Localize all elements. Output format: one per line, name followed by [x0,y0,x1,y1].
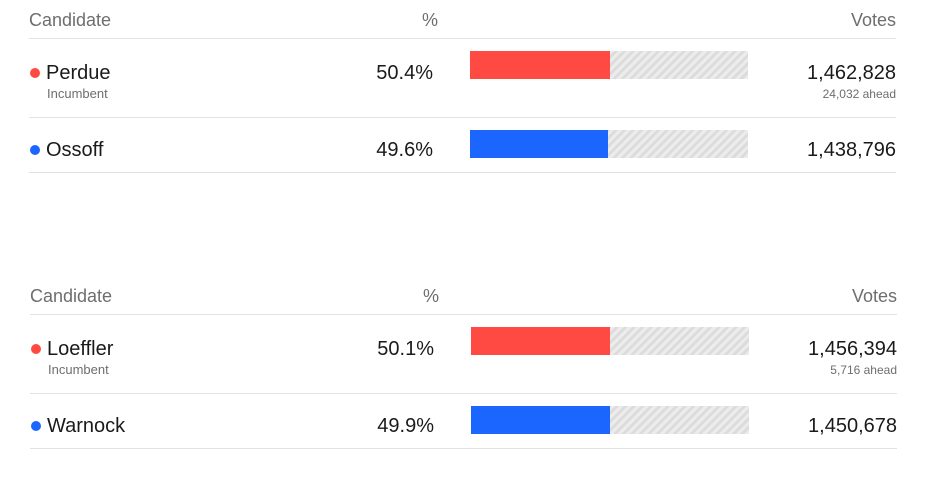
vote-count: 1,438,796 [807,139,896,161]
candidate-name: Warnock [47,415,126,437]
vote-percent: 50.1% [377,338,434,360]
header-percent: % [423,286,440,306]
party-dot-icon [30,68,40,78]
lead-margin: 24,032 ahead [822,87,896,101]
vote-bar [470,51,748,79]
party-dot-icon [31,344,41,354]
candidate-row: Ossoff 49.6% 1,438,796 [29,118,896,173]
vote-percent: 49.6% [376,139,433,161]
candidate-name: Ossoff [46,139,104,161]
vote-bar-fill [471,327,611,355]
party-dot-icon [31,421,41,431]
candidate-name: Loeffler [47,338,114,360]
vote-percent: 49.9% [377,415,434,437]
header-votes: Votes [851,286,897,306]
table-header: Candidate % Votes [30,276,897,315]
party-dot-icon [30,145,40,155]
race-table-loeffler-warnock: Candidate % Votes Loeffler Incumbent 50.… [30,276,897,449]
incumbent-label: Incumbent [47,86,108,101]
candidate-row: Warnock 49.9% 1,450,678 [30,394,897,449]
candidate-row: Loeffler Incumbent 50.1% 1,456,394 5,716… [30,315,897,394]
header-percent: % [422,10,439,30]
lead-margin: 5,716 ahead [830,363,897,377]
vote-bar-fill [470,51,611,79]
candidate-row: Perdue Incumbent 50.4% 1,462,828 24,032 … [29,39,896,118]
header-candidate: Candidate [30,286,113,306]
vote-count: 1,462,828 [807,62,896,84]
race-table-perdue-ossoff: Candidate % Votes Perdue Incumbent 50.4%… [29,0,896,173]
table-header: Candidate % Votes [29,0,896,39]
header-votes: Votes [850,10,896,30]
vote-bar [471,327,749,355]
candidate-name: Perdue [46,62,111,84]
vote-count: 1,450,678 [808,415,897,437]
vote-percent: 50.4% [376,62,433,84]
vote-bar-fill [470,130,608,158]
vote-count: 1,456,394 [808,338,897,360]
header-candidate: Candidate [29,10,112,30]
vote-bar [470,130,748,158]
vote-bar [471,406,749,434]
vote-bar-fill [471,406,610,434]
incumbent-label: Incumbent [48,362,109,377]
